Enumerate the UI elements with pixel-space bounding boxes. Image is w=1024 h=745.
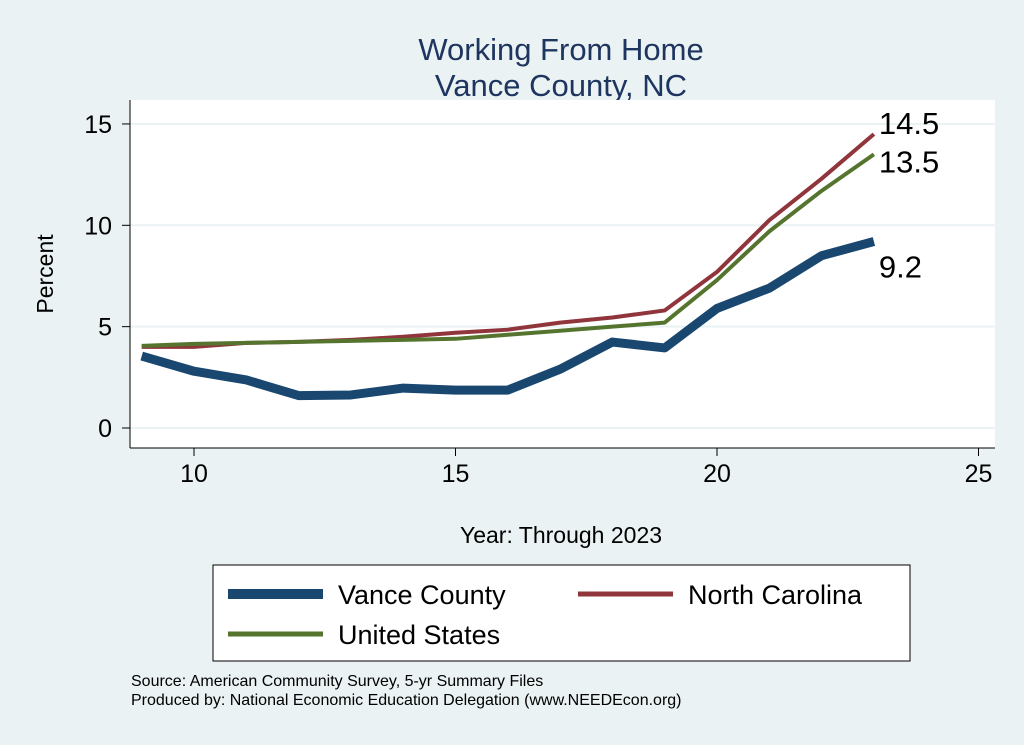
y-tick-label: 10 <box>84 212 112 240</box>
legend-label: United States <box>338 620 500 650</box>
x-axis-label: Year: Through 2023 <box>460 522 662 548</box>
x-tick-label: 25 <box>965 460 993 488</box>
legend <box>212 564 911 662</box>
chart-subtitle: Vance County, NC <box>435 68 687 103</box>
x-tick-label: 10 <box>180 460 208 488</box>
legend-label: Vance County <box>338 580 506 610</box>
y-tick-label: 0 <box>98 415 112 443</box>
y-tick-label: 5 <box>98 314 112 342</box>
series-line-vance-county <box>140 237 876 401</box>
end-label: 13.5 <box>879 144 939 179</box>
y-axis-label: Percent <box>32 234 58 314</box>
chart-title: Working From Home <box>418 32 703 67</box>
x-tick-label: 15 <box>442 460 470 488</box>
source-note: Source: American Community Survey, 5-yr … <box>131 673 544 690</box>
end-label: 14.5 <box>879 106 939 141</box>
y-tick-label: 15 <box>84 111 112 139</box>
series-line-united-states <box>141 152 876 348</box>
plot-area <box>130 100 995 448</box>
legend-label: North Carolina <box>688 580 863 610</box>
produced-note: Produced by: National Economic Education… <box>131 692 682 709</box>
x-tick-label: 20 <box>703 460 731 488</box>
end-label: 9.2 <box>879 250 922 285</box>
